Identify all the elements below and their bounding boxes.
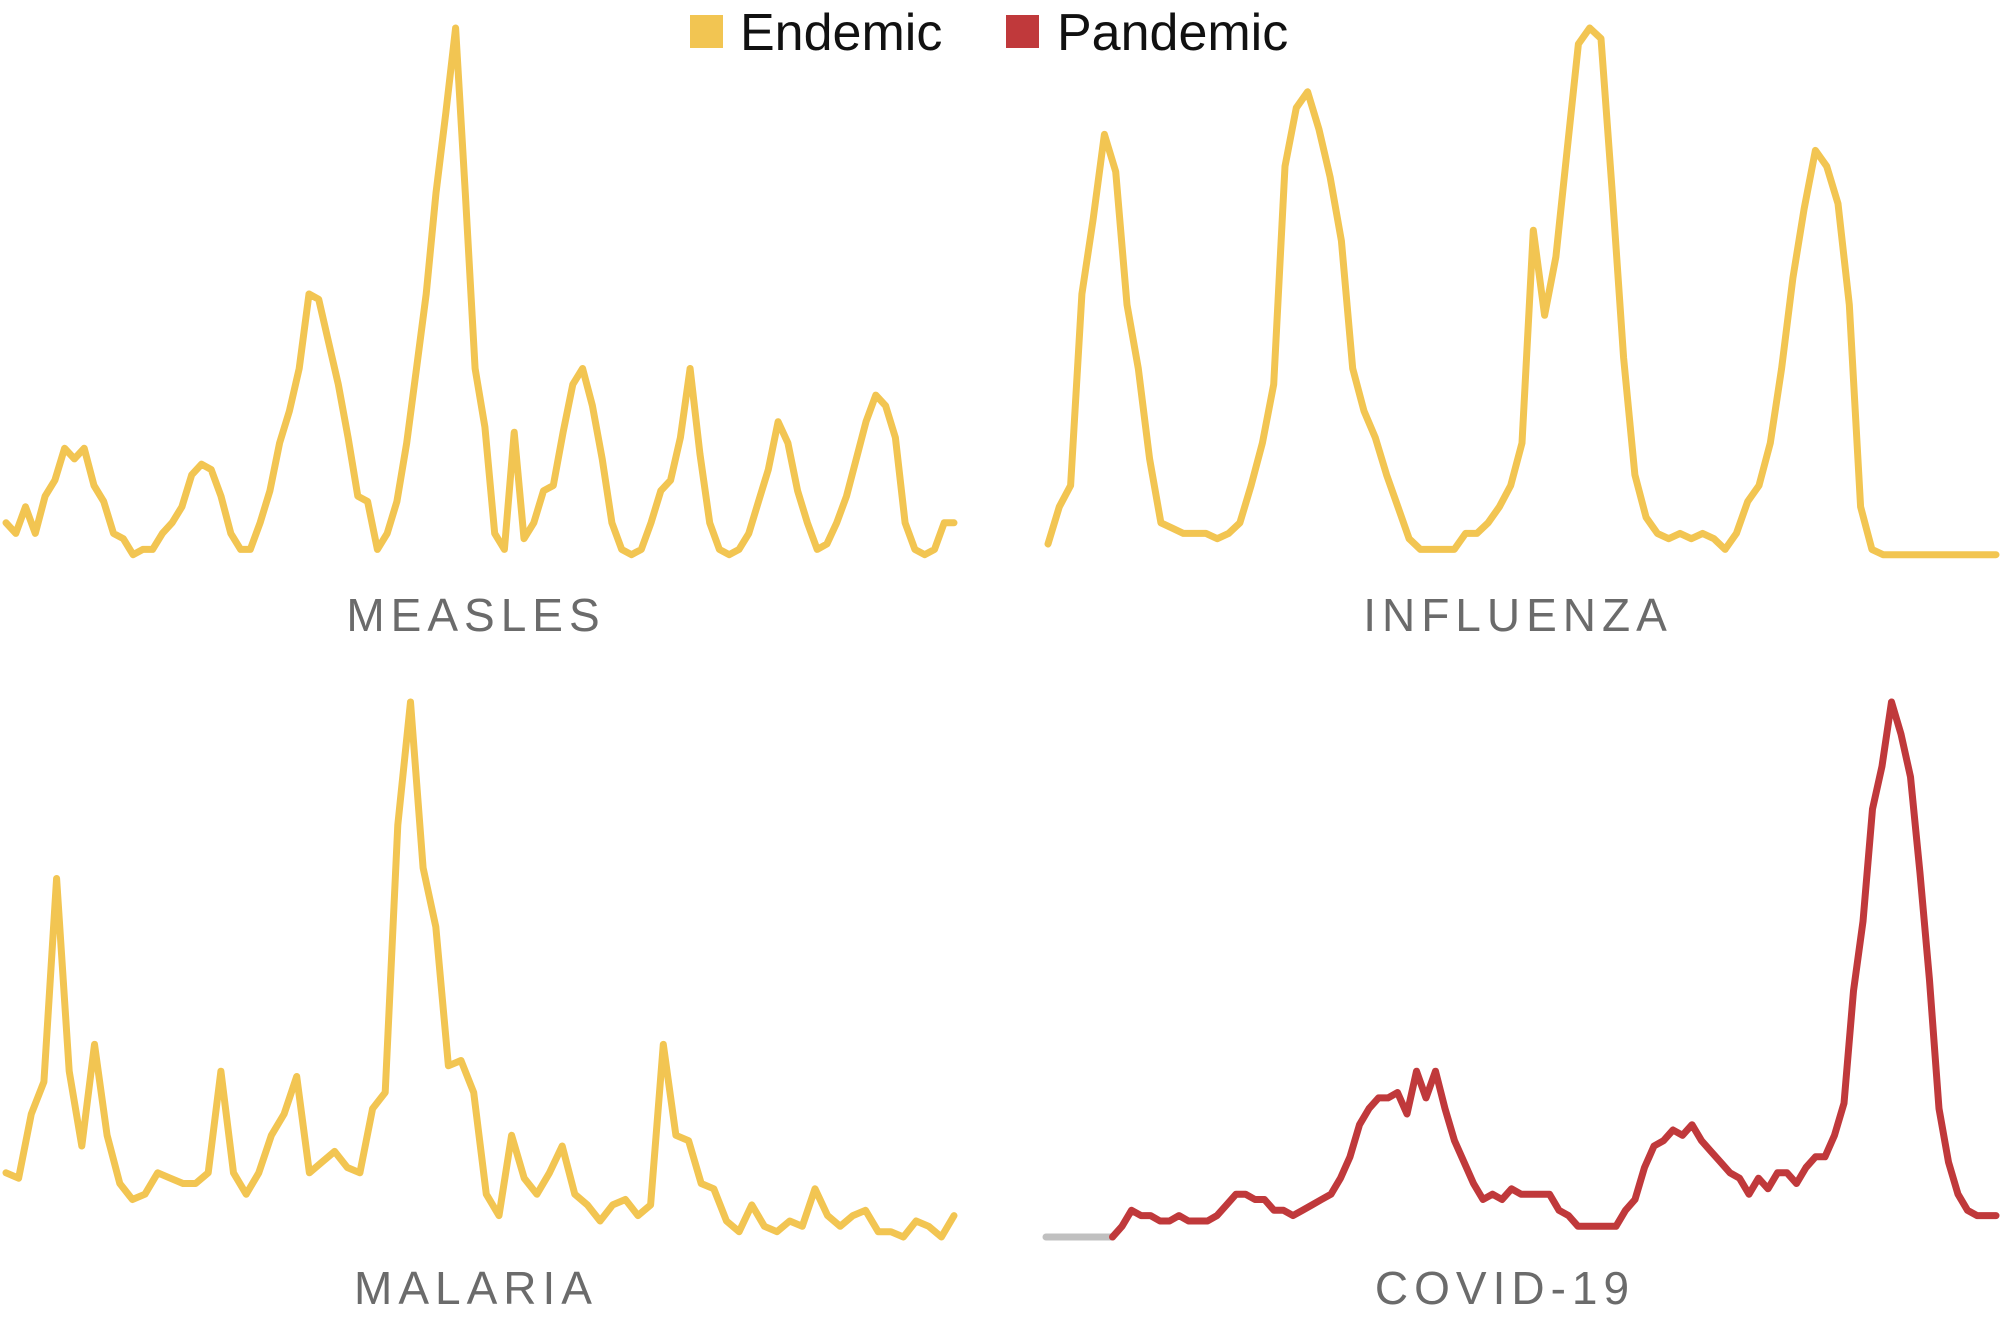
panel-title: COVID-19 xyxy=(1375,1262,1635,1314)
legend-label: Endemic xyxy=(740,4,942,62)
line xyxy=(1109,698,2000,1241)
legend: Endemic Pandemic xyxy=(690,4,1288,62)
panel-title: MEASLES xyxy=(346,589,605,641)
panel-title: MALARIA xyxy=(354,1262,598,1314)
legend-swatch xyxy=(1006,15,1039,48)
legend-swatch xyxy=(690,15,723,48)
legend-label: Pandemic xyxy=(1057,4,1288,62)
line xyxy=(2,24,958,559)
line xyxy=(2,698,958,1241)
panel-title: INFLUENZA xyxy=(1363,589,1673,641)
line xyxy=(1044,24,2000,559)
